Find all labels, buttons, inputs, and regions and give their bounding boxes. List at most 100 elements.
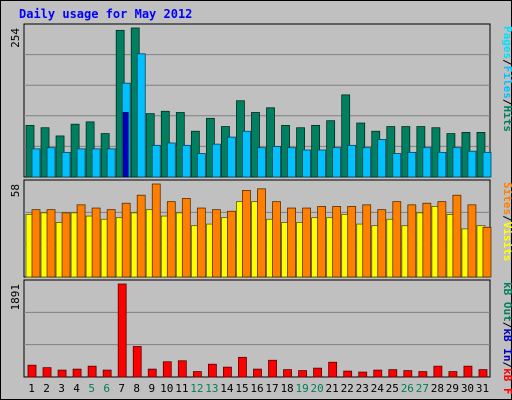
day-label: 29 <box>446 382 459 395</box>
day-label: 18 <box>280 382 293 395</box>
day-label: 10 <box>160 382 173 395</box>
legend-item: Sites <box>501 182 512 215</box>
legend-item: Visits <box>501 222 512 262</box>
legend-visits-sites: Sites/Visits <box>501 182 512 262</box>
sites-bar <box>272 201 281 278</box>
hits-bar <box>266 107 275 178</box>
sites-bar <box>452 194 462 278</box>
kb-f-bar <box>87 365 97 378</box>
day-label: 16 <box>250 382 263 395</box>
hits-bar <box>341 94 351 178</box>
sites-bar <box>377 209 387 278</box>
day-label: 2 <box>43 382 50 395</box>
hits-bar <box>251 112 260 178</box>
sites-bar <box>91 207 101 278</box>
files-bar <box>166 142 176 178</box>
sites-bar <box>166 201 176 278</box>
legend-separator: / <box>501 99 512 106</box>
legend-hits-files-pages: Pages/Files/Hits <box>501 26 512 132</box>
files-bar <box>422 147 432 178</box>
kb-f-bar <box>57 369 67 378</box>
kb-f-bar <box>298 370 307 378</box>
files-bar <box>227 136 236 178</box>
kb-f-bar <box>463 365 473 378</box>
day-label: 11 <box>175 382 188 395</box>
day-label: 4 <box>73 382 80 395</box>
files-bar <box>347 144 357 178</box>
files-bar <box>332 147 342 178</box>
kb-f-bar <box>42 367 52 378</box>
legend-kb: kB Out/kB In/kB F <box>501 282 512 395</box>
sites-bar <box>347 206 357 278</box>
sites-bar <box>287 207 296 278</box>
sites-bar <box>302 207 311 278</box>
sites-bar <box>437 201 447 278</box>
day-label: 26 <box>401 382 414 395</box>
scale-label-hits-files-pages: 254 <box>9 28 22 48</box>
legend-item: Hits <box>501 106 512 133</box>
legend-item: kB In <box>501 328 512 361</box>
sites-bar <box>106 209 116 278</box>
kb-f-bar <box>132 346 142 378</box>
sites-bar <box>227 210 236 278</box>
day-label: 24 <box>371 382 385 395</box>
kb-f-bar <box>373 369 383 378</box>
sites-bar <box>422 202 432 278</box>
sites-bar <box>332 206 342 278</box>
files-bar <box>377 139 387 178</box>
kb-f-bar <box>328 361 338 378</box>
day-label: 3 <box>58 382 65 395</box>
sites-bar <box>211 209 221 278</box>
sites-bar <box>257 188 266 278</box>
kb-f-bar <box>162 361 172 378</box>
day-label: 25 <box>386 382 399 395</box>
day-label: 19 <box>295 382 308 395</box>
scale-label-visits-sites: 58 <box>9 184 22 197</box>
files-bar <box>31 148 41 178</box>
files-bar <box>211 143 221 178</box>
files-bar <box>76 148 86 178</box>
sites-bar <box>467 204 477 278</box>
legend-item: kB F <box>501 368 512 395</box>
day-label: 13 <box>205 382 218 395</box>
pages-bar <box>122 112 129 178</box>
files-bar <box>287 147 296 178</box>
files-bar <box>317 149 327 178</box>
day-label: 5 <box>88 382 95 395</box>
kb-f-bar <box>147 368 157 378</box>
files-bar <box>46 147 56 178</box>
files-bar <box>257 147 266 178</box>
kb-f-bar <box>268 359 277 378</box>
chart-title: Daily usage for May 2012 <box>19 7 193 21</box>
files-bar <box>106 148 116 178</box>
sites-bar <box>362 204 372 278</box>
scale-label-kb: 1891 <box>9 284 22 311</box>
legend-separator: / <box>501 362 512 369</box>
hits-bar <box>386 126 396 178</box>
sites-bar <box>61 212 71 278</box>
day-label: 6 <box>103 382 110 395</box>
sites-bar <box>482 226 492 278</box>
kb-f-bar <box>343 370 353 378</box>
day-label: 20 <box>311 382 324 395</box>
day-label: 30 <box>461 382 474 395</box>
files-bar <box>407 151 417 178</box>
kb-f-bar <box>358 371 368 378</box>
kb-f-bar <box>433 365 443 378</box>
day-label: 7 <box>118 382 125 395</box>
kb-f-bar <box>478 369 488 378</box>
kb-f-bar <box>177 360 187 378</box>
legend-separator: / <box>501 215 512 222</box>
files-bar <box>61 151 71 178</box>
kb-f-bar <box>72 368 82 378</box>
kb-f-bar <box>238 356 247 378</box>
kb-f-bar <box>388 369 398 378</box>
day-label: 27 <box>416 382 429 395</box>
legend-item: kB Out <box>501 282 512 322</box>
legend-item: Files <box>501 66 512 99</box>
day-label: 8 <box>133 382 140 395</box>
kb-f-bar <box>403 370 413 378</box>
sites-bar <box>407 204 417 278</box>
sites-bar <box>196 207 206 278</box>
